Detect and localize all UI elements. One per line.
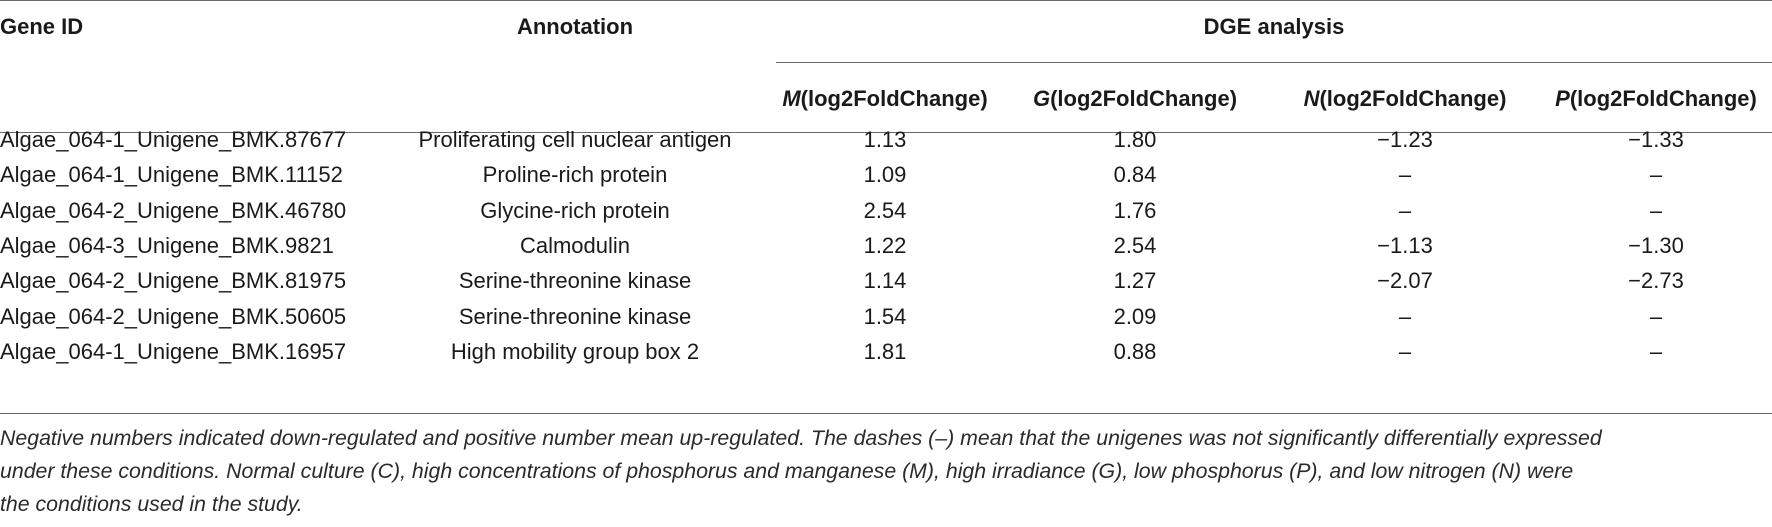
header-g-suffix: (log2FoldChange) — [1050, 86, 1238, 111]
cell-gene-id: Algae_064-1_Unigene_BMK.87677 — [0, 127, 347, 152]
cell-n-value: – — [1398, 198, 1412, 223]
header-bottom-rule — [0, 132, 1772, 133]
cell-n-value: −1.13 — [1377, 233, 1433, 258]
header-m-letter: M — [782, 86, 801, 111]
cell-n-value: – — [1398, 304, 1412, 329]
header-n-log2fc: N(log2FoldChange) — [1260, 86, 1550, 112]
cell-p-value: – — [1649, 339, 1663, 364]
table-bottom-rule — [0, 413, 1772, 414]
cell-m-value: 2.54 — [863, 198, 907, 223]
cell-p-value: −2.73 — [1628, 268, 1684, 293]
header-p-log2fc: P(log2FoldChange) — [1540, 86, 1772, 112]
header-m-suffix: (log2FoldChange) — [800, 86, 988, 111]
cell-annotation: High mobility group box 2 — [450, 339, 700, 364]
cell-m-value: 1.13 — [863, 127, 907, 152]
cell-annotation: Proliferating cell nuclear antigen — [418, 127, 732, 152]
header-m-log2fc: M(log2FoldChange) — [760, 86, 1010, 112]
header-annotation: Annotation — [516, 14, 634, 39]
footnote-line: the conditions used in the study. — [0, 492, 303, 516]
cell-p-value: −1.30 — [1628, 233, 1684, 258]
header-g-letter: G — [1032, 86, 1051, 111]
header-p-suffix: (log2FoldChange) — [1569, 86, 1757, 111]
cell-p-value: – — [1649, 162, 1663, 187]
cell-annotation: Proline-rich protein — [482, 162, 668, 187]
cell-g-value: 0.84 — [1113, 162, 1157, 187]
cell-g-value: 2.54 — [1113, 233, 1157, 258]
cell-annotation: Glycine-rich protein — [480, 198, 670, 223]
table-footnote: Negative numbers indicated down-regulate… — [0, 422, 1768, 521]
cell-n-value: −1.23 — [1377, 127, 1433, 152]
cell-n-value: −2.07 — [1377, 268, 1433, 293]
footnote-line: under these conditions. Normal culture (… — [0, 459, 1574, 483]
header-g-log2fc: G(log2FoldChange) — [1010, 86, 1260, 112]
cell-m-value: 1.22 — [863, 233, 907, 258]
table-top-rule — [0, 0, 1772, 1]
cell-n-value: – — [1398, 339, 1412, 364]
dge-group-rule — [776, 62, 1772, 63]
cell-m-value: 1.14 — [863, 268, 907, 293]
cell-gene-id: Algae_064-2_Unigene_BMK.46780 — [0, 198, 347, 223]
cell-gene-id: Algae_064-2_Unigene_BMK.81975 — [0, 268, 347, 293]
cell-gene-id: Algae_064-1_Unigene_BMK.11152 — [0, 162, 343, 187]
cell-m-value: 1.09 — [863, 162, 907, 187]
header-gene-id: Gene ID — [0, 14, 84, 39]
cell-m-value: 1.54 — [863, 304, 907, 329]
cell-annotation: Serine-threonine kinase — [458, 268, 692, 293]
cell-p-value: – — [1649, 198, 1663, 223]
cell-n-value: – — [1398, 162, 1412, 187]
cell-g-value: 1.76 — [1113, 198, 1157, 223]
footnote-line: Negative numbers indicated down-regulate… — [0, 426, 1602, 450]
cell-gene-id: Algae_064-2_Unigene_BMK.50605 — [0, 304, 347, 329]
cell-annotation: Serine-threonine kinase — [458, 304, 692, 329]
header-p-letter: P — [1555, 86, 1570, 111]
cell-annotation: Calmodulin — [519, 233, 631, 258]
header-n-suffix: (log2FoldChange) — [1319, 86, 1507, 111]
cell-p-value: −1.33 — [1628, 127, 1684, 152]
cell-gene-id: Algae_064-3_Unigene_BMK.9821 — [0, 233, 334, 258]
cell-m-value: 1.81 — [863, 339, 907, 364]
cell-g-value: 1.27 — [1113, 268, 1157, 293]
header-n-letter: N — [1303, 86, 1320, 111]
cell-gene-id: Algae_064-1_Unigene_BMK.16957 — [0, 339, 347, 364]
cell-g-value: 1.80 — [1113, 127, 1157, 152]
header-dge-analysis: DGE analysis — [1203, 14, 1345, 39]
cell-g-value: 2.09 — [1113, 304, 1157, 329]
cell-p-value: – — [1649, 304, 1663, 329]
cell-g-value: 0.88 — [1113, 339, 1157, 364]
